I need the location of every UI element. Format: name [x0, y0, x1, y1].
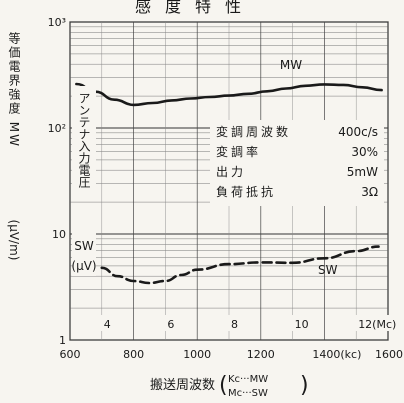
condition-label: 負荷抵抗	[216, 184, 276, 199]
sw-tick-label-bg	[285, 315, 302, 331]
sw-tick-label-bg	[349, 315, 394, 331]
series-line-mw	[75, 82, 383, 107]
mw-tick-label: 1200	[247, 348, 275, 361]
condition-label: 出力	[216, 165, 246, 179]
y-axis-label-unit: (μV/m)	[7, 220, 21, 261]
series-line-sw	[100, 245, 380, 285]
mw-tick-label: 1600	[375, 348, 403, 361]
condition-value: 400c/s	[338, 125, 378, 139]
sw-tick-label: 8	[231, 318, 238, 331]
x-axis-paren-open: (	[219, 373, 228, 398]
y-axis-label-unit-text: (μV/m)	[7, 220, 21, 261]
sw-tick-label: 12(Mc)	[358, 318, 396, 331]
y-axis-label-sw: SW	[74, 239, 94, 253]
conditions-box: 変調周波数 400c/s 変調率 30% 出力 5mW 負荷抵抗 3Ω	[210, 120, 384, 206]
mw-tick-label: 1400(kc)	[312, 348, 361, 361]
y-tick-labels: 1 10 10² 10³	[48, 16, 66, 347]
sw-tick-label-bg	[158, 315, 175, 331]
sw-tick-label-bg	[222, 315, 238, 331]
condition-value: 30%	[351, 145, 378, 159]
x-axis-label-top: Kc···MW	[228, 374, 268, 385]
x-axis-label-bottom: Mc···SW	[228, 388, 268, 399]
condition-label: 変調率	[216, 144, 261, 159]
mw-tick-label: 800	[123, 348, 144, 361]
y-axis-labels: 等価電界強度 MW (μV/m) アンテナ入力電圧 SW (μV)	[7, 32, 97, 276]
y-axis-label-main-text: 等価電界強度 MW	[7, 32, 21, 148]
y-axis-label-antenna: アンテナ入力電圧	[77, 92, 91, 189]
y-axis-label-main: 等価電界強度 MW	[7, 32, 21, 148]
mw-tick-label: 600	[60, 348, 81, 361]
sw-tick-labels: 4 6 8 10 12(Mc)	[94, 315, 396, 331]
x-axis-paren-close: )	[300, 373, 309, 398]
y-sw-label-bg	[72, 232, 96, 276]
sw-tick-label: 10	[295, 318, 309, 331]
mw-tick-labels: 600 800 1000 1200 1400(kc) 1600	[60, 348, 404, 361]
y-tick-label: 10²	[48, 122, 66, 135]
series-lines	[75, 82, 383, 285]
condition-value: 5mW	[347, 165, 378, 179]
conditions-bg	[210, 120, 384, 206]
series-label-sw: SW	[318, 263, 338, 277]
series-labels: MW SW	[280, 58, 338, 277]
chart-title: 感度特性	[135, 0, 255, 16]
x-axis-label: 搬送周波数 ( Kc···MW Mc···SW )	[150, 373, 309, 399]
y-sw-label-bg	[72, 86, 96, 198]
mw-tick-label: 1000	[183, 348, 211, 361]
sw-tick-label: 6	[167, 318, 174, 331]
sw-tick-label: 4	[104, 318, 111, 331]
x-axis-label-main: 搬送周波数	[150, 378, 215, 393]
y-tick-label: 10³	[48, 16, 66, 29]
y-tick-label: 1	[59, 334, 66, 347]
series-label-mw: MW	[280, 58, 302, 72]
sw-tick-label-bg	[94, 315, 111, 331]
condition-label: 変調周波数	[216, 124, 291, 139]
y-axis-label-sw-unit: (μV)	[71, 259, 96, 273]
condition-value: 3Ω	[361, 185, 378, 199]
y-tick-label: 10	[52, 228, 66, 241]
